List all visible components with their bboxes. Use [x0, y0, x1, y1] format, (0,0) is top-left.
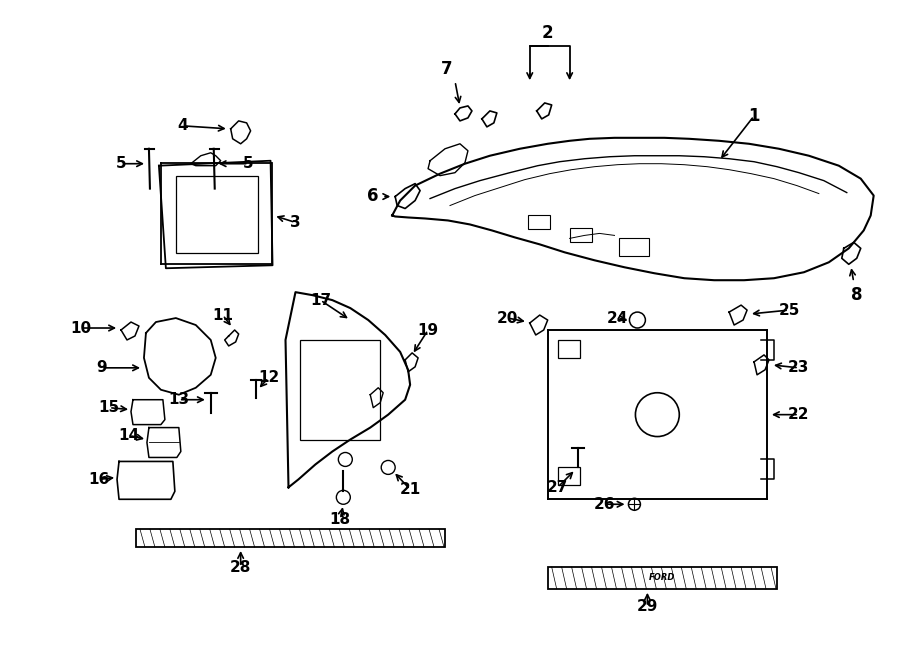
Bar	[570, 229, 591, 243]
Bar	[558, 340, 580, 358]
Bar	[548, 567, 777, 589]
Text: 5: 5	[116, 156, 126, 171]
Bar	[136, 529, 445, 547]
Bar	[176, 176, 257, 253]
Text: 6: 6	[367, 186, 379, 204]
Text: 8: 8	[851, 286, 862, 304]
Text: 15: 15	[98, 400, 120, 415]
Text: 13: 13	[168, 392, 189, 407]
Text: 19: 19	[418, 323, 438, 338]
Text: 18: 18	[329, 512, 351, 527]
Text: 25: 25	[778, 303, 799, 317]
Text: 16: 16	[88, 472, 110, 487]
Text: FORD: FORD	[649, 574, 676, 582]
Text: 2: 2	[542, 24, 554, 42]
Bar	[619, 239, 650, 256]
Text: 11: 11	[212, 307, 233, 323]
Text: 3: 3	[290, 215, 301, 230]
Bar	[527, 215, 550, 229]
Text: 12: 12	[258, 370, 279, 385]
Text: 23: 23	[788, 360, 810, 375]
Text: 17: 17	[310, 293, 331, 307]
Text: 10: 10	[70, 321, 92, 336]
Text: 5: 5	[243, 156, 254, 171]
Text: 20: 20	[497, 311, 518, 326]
Text: 21: 21	[400, 482, 420, 497]
Bar	[301, 340, 380, 440]
Text: 9: 9	[95, 360, 106, 375]
Text: 27: 27	[547, 480, 569, 495]
Text: 1: 1	[748, 107, 760, 125]
Text: 29: 29	[636, 600, 658, 614]
Text: 24: 24	[607, 311, 628, 326]
Text: 4: 4	[177, 118, 188, 134]
Bar	[558, 467, 580, 485]
Text: 26: 26	[594, 497, 616, 512]
Text: 22: 22	[788, 407, 810, 422]
Text: 28: 28	[230, 559, 251, 574]
Text: 14: 14	[119, 428, 140, 443]
Text: 7: 7	[441, 60, 453, 78]
